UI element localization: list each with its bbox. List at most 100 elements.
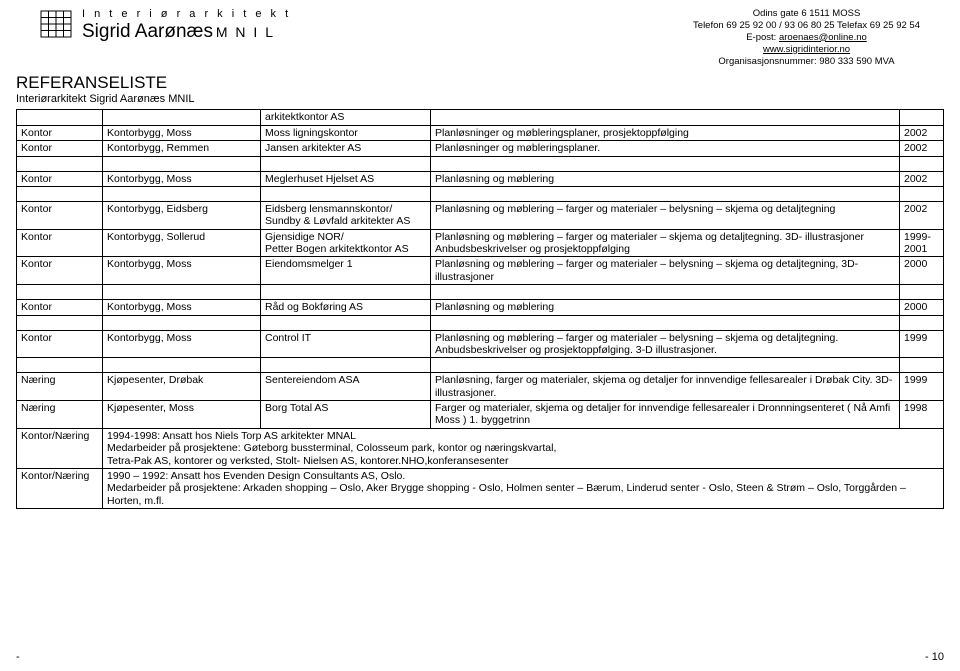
table-row: KontorKontorbygg, RemmenJansen arkitekte… xyxy=(17,141,944,156)
spacer-cell xyxy=(900,315,944,330)
spacer-cell xyxy=(900,358,944,373)
cell: Kontorbygg, Moss xyxy=(103,125,261,140)
spacer-cell xyxy=(431,358,900,373)
table-row xyxy=(17,186,944,201)
cell: Kontor xyxy=(17,300,103,315)
reference-table: arkitektkontor ASKontorKontorbygg, MossM… xyxy=(16,109,944,509)
table-row xyxy=(17,285,944,300)
cell: Eiendomsmelger 1 xyxy=(261,257,431,285)
cell: Jansen arkitekter AS xyxy=(261,141,431,156)
footer-dash: - xyxy=(16,651,20,663)
spacer-cell xyxy=(900,186,944,201)
cell: Control IT xyxy=(261,330,431,358)
cell: 2000 xyxy=(900,300,944,315)
cell: Planløsninger og møbleringsplaner. xyxy=(431,141,900,156)
table-row: Kontor/Næring1990 – 1992: Ansatt hos Eve… xyxy=(17,468,944,508)
letterhead: I n t e r i ø r a r k i t e k t Sigrid A… xyxy=(0,0,960,69)
table-row xyxy=(17,358,944,373)
cell: Kontorbygg, Moss xyxy=(103,330,261,358)
cell: 1999-2001 xyxy=(900,229,944,257)
table-row: NæringKjøpesenter, MossBorg Total ASFarg… xyxy=(17,401,944,429)
spacer-cell xyxy=(103,156,261,171)
cell: 2002 xyxy=(900,141,944,156)
table-row xyxy=(17,315,944,330)
cell: Planløsning og møblering – farger og mat… xyxy=(431,257,900,285)
table-row xyxy=(17,156,944,171)
cell: Kontorbygg, Moss xyxy=(103,300,261,315)
title-block: REFERANSELISTE Interiørarkitekt Sigrid A… xyxy=(0,69,960,105)
cell: arkitektkontor AS xyxy=(261,110,431,125)
table-row: arkitektkontor AS xyxy=(17,110,944,125)
cell: 2002 xyxy=(900,201,944,229)
table-row: KontorKontorbygg, MossMoss ligningskonto… xyxy=(17,125,944,140)
cell-merged: 1994-1998: Ansatt hos Niels Torp AS arki… xyxy=(103,428,944,468)
cell: Kjøpesenter, Drøbak xyxy=(103,373,261,401)
cell: Planløsning, farger og materialer, skjem… xyxy=(431,373,900,401)
cell: Planløsning og møblering xyxy=(431,300,900,315)
spacer-cell xyxy=(261,156,431,171)
spacer-cell xyxy=(103,285,261,300)
cell: Kontorbygg, Remmen xyxy=(103,141,261,156)
table-row: KontorKontorbygg, MossControl ITPlanløsn… xyxy=(17,330,944,358)
cell: Planløsning og møblering – farger og mat… xyxy=(431,201,900,229)
cell xyxy=(900,110,944,125)
cell: Kontor xyxy=(17,229,103,257)
spacer-cell xyxy=(103,358,261,373)
table-row: NæringKjøpesenter, DrøbakSentereiendom A… xyxy=(17,373,944,401)
cell: Næring xyxy=(17,401,103,429)
cell: 2002 xyxy=(900,125,944,140)
cell: Kontor xyxy=(17,171,103,186)
cell: Kontorbygg, Sollerud xyxy=(103,229,261,257)
name-line: Sigrid Aarønæs M N I L xyxy=(82,21,291,43)
cell: Kontor xyxy=(17,257,103,285)
cell: Kontor xyxy=(17,330,103,358)
cell: Kontor xyxy=(17,125,103,140)
logo-block: I n t e r i ø r a r k i t e k t Sigrid A… xyxy=(40,8,291,67)
spacer-cell xyxy=(261,315,431,330)
cell: Gjensidige NOR/Petter Bogen arkitektkont… xyxy=(261,229,431,257)
cell: Eidsberg lensmannskontor/Sundby & Løvfal… xyxy=(261,201,431,229)
cell: Kjøpesenter, Moss xyxy=(103,401,261,429)
table-row: KontorKontorbygg, MossRåd og Bokføring A… xyxy=(17,300,944,315)
cell: Planløsninger og møbleringsplaner, prosj… xyxy=(431,125,900,140)
cell: 1999 xyxy=(900,330,944,358)
page-title: REFERANSELISTE xyxy=(16,73,944,93)
cell: Planløsning og møblering xyxy=(431,171,900,186)
spacer-cell xyxy=(103,186,261,201)
spacer-cell xyxy=(17,156,103,171)
contact-line: www.sigridinterior.no xyxy=(693,44,920,56)
cell: Planløsning og møblering – farger og mat… xyxy=(431,229,900,257)
name-block: I n t e r i ø r a r k i t e k t Sigrid A… xyxy=(82,8,291,42)
spacer-cell xyxy=(900,285,944,300)
cell-merged: 1990 – 1992: Ansatt hos Evenden Design C… xyxy=(103,468,944,508)
cell: Kontorbygg, Eidsberg xyxy=(103,201,261,229)
grid-logo-icon xyxy=(40,10,72,38)
spacer-cell xyxy=(17,186,103,201)
contact-block: Odins gate 6 1511 MOSS Telefon 69 25 92 … xyxy=(693,8,920,67)
spacer-cell xyxy=(431,156,900,171)
table-row: KontorKontorbygg, EidsbergEidsberg lensm… xyxy=(17,201,944,229)
cell: Kontor xyxy=(17,201,103,229)
cell: Næring xyxy=(17,373,103,401)
page-number: - 10 xyxy=(925,651,944,663)
cell xyxy=(431,110,900,125)
cell: Kontorbygg, Moss xyxy=(103,257,261,285)
spacer-cell xyxy=(261,285,431,300)
cell: 1998 xyxy=(900,401,944,429)
spacer-cell xyxy=(900,156,944,171)
cell: Sentereiendom ASA xyxy=(261,373,431,401)
spacer-cell xyxy=(261,358,431,373)
cell: Råd og Bokføring AS xyxy=(261,300,431,315)
spacer-cell xyxy=(17,358,103,373)
suffix-text: M N I L xyxy=(216,24,275,40)
cell: Meglerhuset Hjelset AS xyxy=(261,171,431,186)
contact-line: Odins gate 6 1511 MOSS xyxy=(693,8,920,20)
spacer-cell xyxy=(261,186,431,201)
cell: Moss ligningskontor xyxy=(261,125,431,140)
table-row: KontorKontorbygg, MossMeglerhuset Hjelse… xyxy=(17,171,944,186)
cell xyxy=(103,110,261,125)
cell xyxy=(17,110,103,125)
cell: 2002 xyxy=(900,171,944,186)
cell: 1999 xyxy=(900,373,944,401)
contact-line: E-post: aroenaes@online.no xyxy=(693,32,920,44)
